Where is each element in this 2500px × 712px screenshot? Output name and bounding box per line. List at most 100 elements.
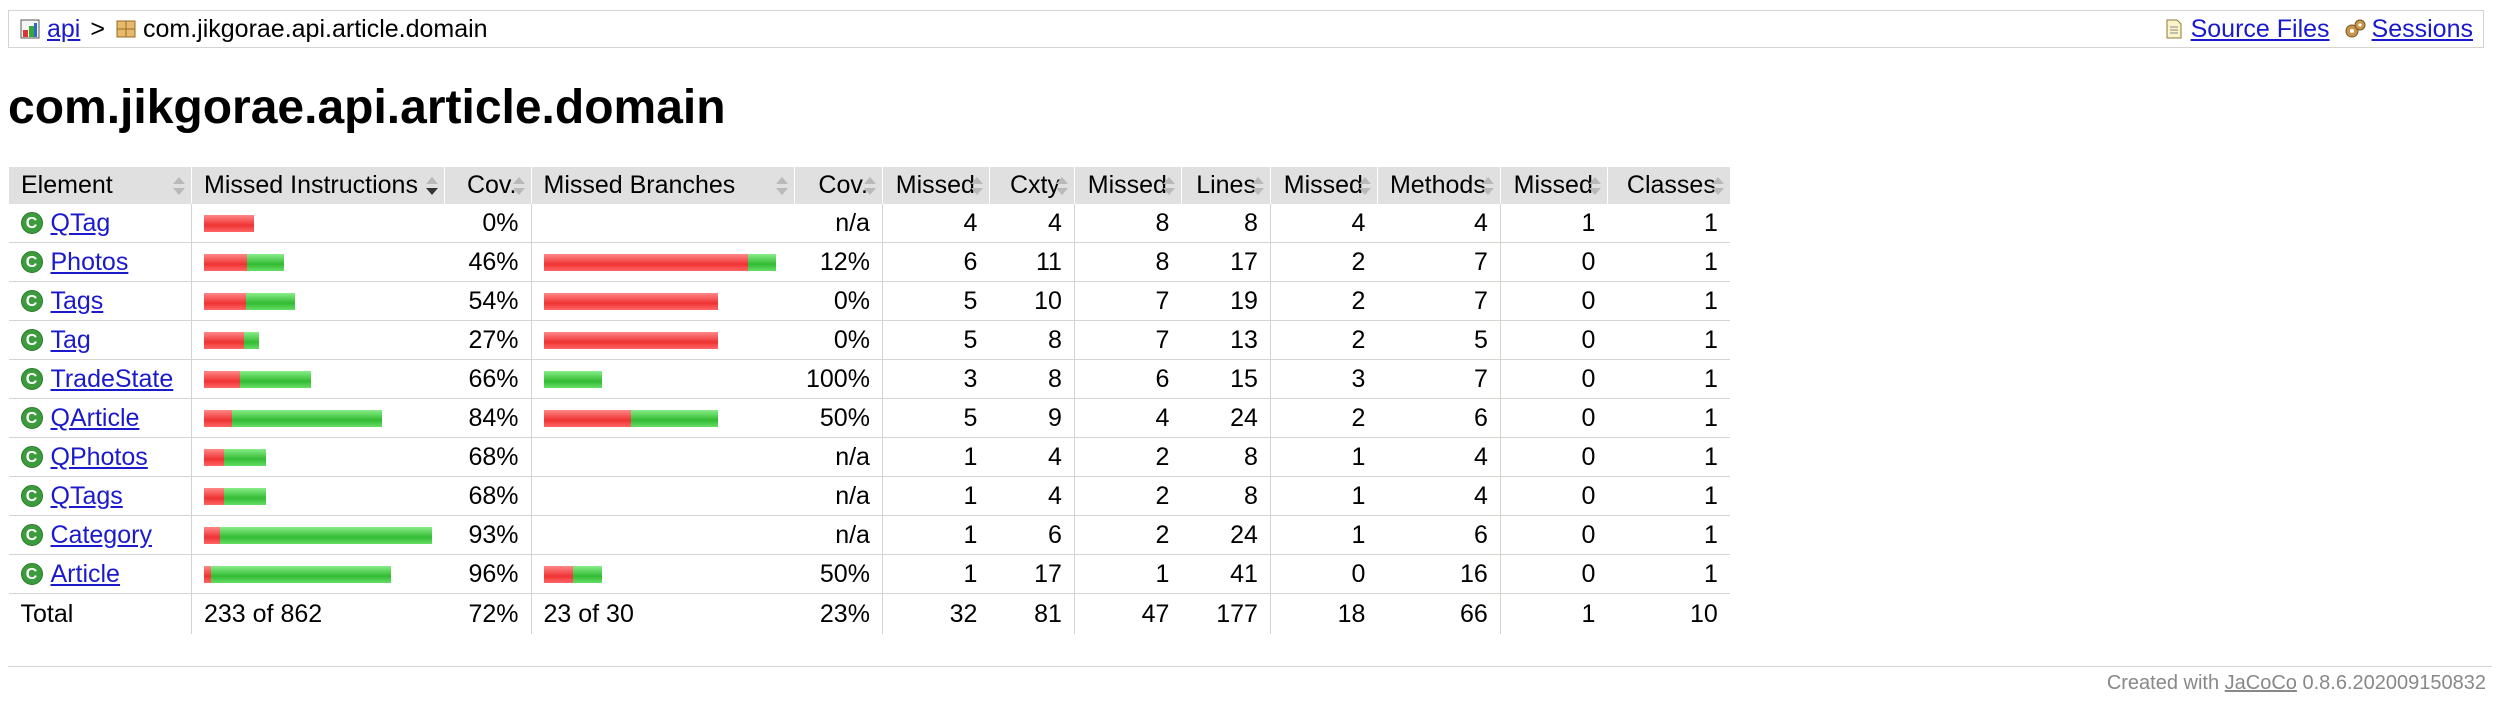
element-link[interactable]: Tag [50,325,91,354]
header-missed-instructions[interactable]: Missed Instructions [191,167,444,204]
instruction-coverage-bar [204,409,432,427]
classes: 1 [1607,515,1730,555]
missed-branches-cell [530,476,794,516]
table-row: C QPhotos 68% n/a 1 4 2 8 1 4 0 1 [8,437,1730,477]
total-lines: 177 [1216,599,1258,628]
methods-missed: 2 [1269,398,1378,438]
complexity: 8 [989,359,1075,399]
methods: 4 [1377,437,1501,477]
total-branches: 23 of 30 [530,593,794,634]
missed-bar-segment [543,331,718,349]
covered-bar-segment [246,292,295,310]
methods: 7 [1377,242,1501,282]
methods: 6 [1377,398,1501,438]
complexity-missed: 1 [881,554,990,594]
missed-instructions-cell [191,204,444,243]
missed-instructions-cell [191,554,444,594]
element-link[interactable]: Article [50,559,120,588]
branch-coverage: 100% [794,359,883,399]
header-missed-branches[interactable]: Missed Branches [530,167,794,204]
header-branch-coverage[interactable]: Cov. [793,167,883,204]
classes: 1 [1607,359,1730,399]
classes: 1 [1607,204,1730,243]
methods: 5 [1377,320,1501,360]
missed-bar-segment [204,448,224,466]
header-lines-missed[interactable]: Missed [1073,167,1182,204]
element-link[interactable]: Photos [50,247,129,276]
class-icon: C [20,368,43,390]
element-link[interactable]: QArticle [50,403,140,432]
branch-coverage-bar [543,565,783,583]
missed-bar-segment [204,214,254,232]
lines: 24 [1181,515,1271,555]
element-cell: C QTag [8,204,192,243]
covered-bar-segment [211,565,391,583]
element-link[interactable]: Tags [50,286,104,315]
covered-bar-segment [747,253,776,271]
methods: 7 [1377,359,1501,399]
missed-instructions-cell [191,320,444,360]
header-element[interactable]: Element [8,167,192,204]
header-classes-missed[interactable]: Missed [1499,167,1608,204]
instruction-coverage-bar [204,253,432,271]
lines: 19 [1181,281,1271,321]
total-complexity: 81 [1034,599,1062,628]
complexity: 10 [989,281,1075,321]
source-files-link[interactable]: Source Files [2190,14,2330,43]
coverage-table: Element Missed Instructions Cov. Missed … [8,167,1730,634]
classes-missed: 0 [1499,437,1608,477]
complexity-missed: 1 [881,515,990,555]
lines-missed: 2 [1073,515,1182,555]
methods-missed: 4 [1269,204,1378,243]
missed-instructions-cell [191,437,444,477]
class-icon: C [20,290,43,312]
jacoco-link[interactable]: JaCoCo [2224,672,2297,694]
missed-instructions-cell [191,242,444,282]
header-methods[interactable]: Methods [1376,167,1501,204]
header-instruction-coverage[interactable]: Cov. [443,167,531,204]
missed-bar-segment [543,253,748,271]
missed-branches-cell [530,515,794,555]
missed-branches-cell [530,320,794,360]
breadcrumb-root-link[interactable]: api [47,14,81,43]
header-complexity[interactable]: Cxty [988,167,1075,204]
header-lines[interactable]: Lines [1180,167,1271,204]
covered-bar-segment [220,526,432,544]
classes: 1 [1607,320,1730,360]
element-link[interactable]: Category [50,520,152,549]
complexity: 4 [989,204,1075,243]
lines: 15 [1181,359,1271,399]
missed-branches-cell [530,242,794,282]
covered-bar-segment [224,487,266,505]
lines: 17 [1181,242,1271,282]
complexity-missed: 5 [881,281,990,321]
lines-missed: 6 [1073,359,1182,399]
complexity-missed: 5 [881,320,990,360]
breadcrumb-current: com.jikgorae.api.article.domain [142,14,488,43]
total-instruction-coverage: 72% [468,599,519,628]
element-link[interactable]: QTags [50,481,123,510]
missed-branches-cell [530,359,794,399]
header-complexity-missed[interactable]: Missed [881,167,990,204]
table-row: C TradeState 66% 100% 3 8 6 15 3 7 0 1 [8,359,1730,399]
missed-bar-segment [204,526,220,544]
total-label: Total [20,599,74,628]
branch-coverage-bar [543,253,783,271]
element-link[interactable]: TradeState [50,364,174,393]
element-link[interactable]: QTag [50,208,111,237]
missed-bar-segment [204,370,240,388]
header-methods-missed[interactable]: Missed [1269,167,1378,204]
covered-bar-segment [543,370,602,388]
classes-missed: 0 [1499,320,1608,360]
sessions-link[interactable]: Sessions [2371,14,2473,43]
missed-bar-segment [204,292,246,310]
header-classes[interactable]: Classes [1606,167,1730,204]
instruction-coverage-bar [204,526,432,544]
instruction-coverage: 68% [444,437,531,477]
element-cell: C Tags [8,281,192,321]
complexity-missed: 4 [881,204,990,243]
element-link[interactable]: QPhotos [50,442,148,471]
instruction-coverage-bar [204,214,432,232]
total-instructions: 233 of 862 [191,593,444,634]
covered-bar-segment [244,331,259,349]
